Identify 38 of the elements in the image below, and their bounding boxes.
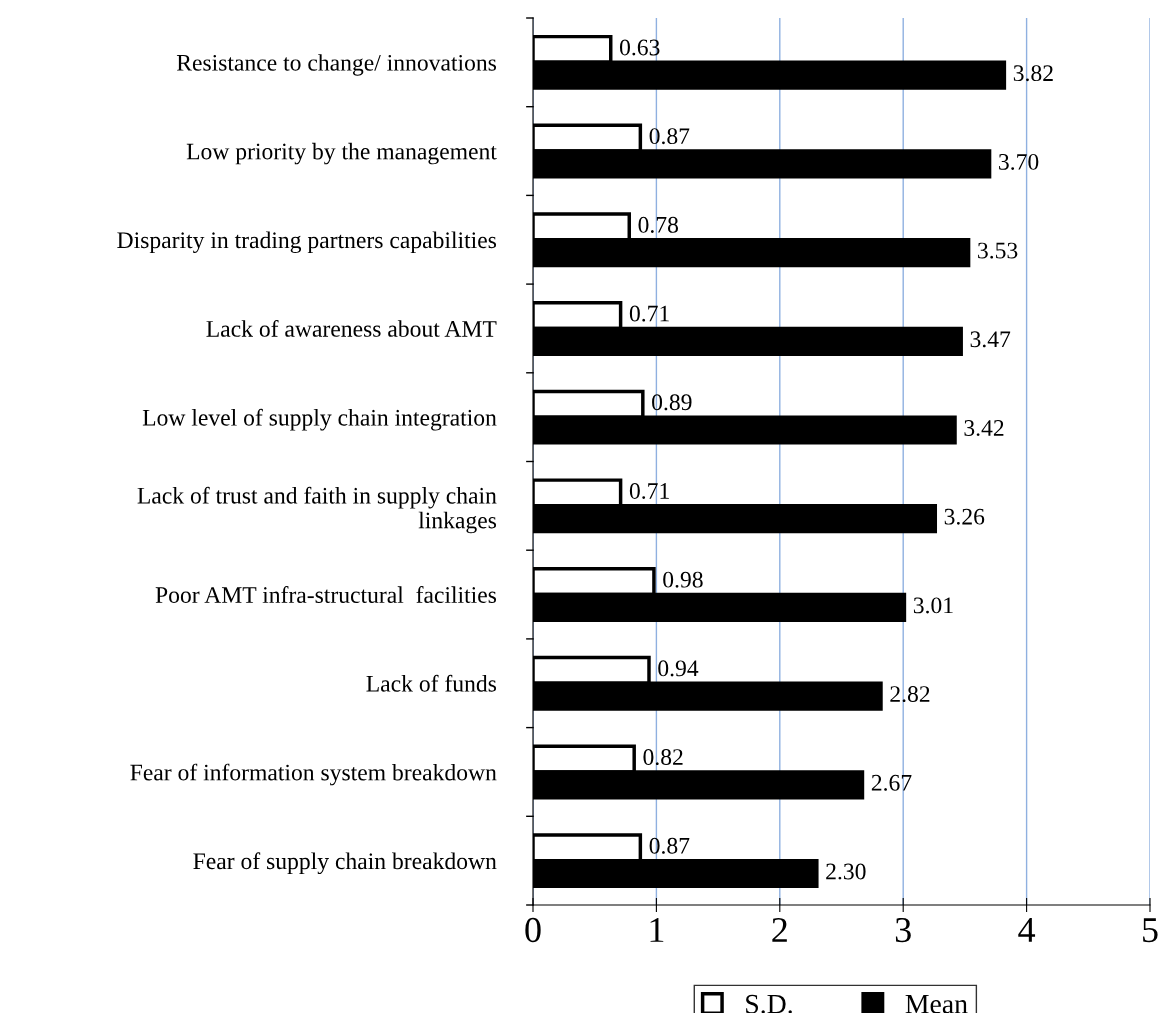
data-label: 2.82 [890,686,930,703]
data-label: 3.82 [1013,65,1053,82]
data-label: 3.26 [944,508,985,525]
y-tick-label: Poor AMT infra-structural facilities [155,586,497,603]
data-label: 0.89 [652,394,692,411]
data-label: 0.78 [638,216,678,233]
legend-label: S.D. [746,994,792,1013]
data-label: 3.70 [999,153,1039,170]
data-label: 0.87 [649,128,690,145]
x-tick-label: 5 [1143,918,1158,943]
legend-label: Mean [905,995,968,1013]
y-tick-label: Low priority by the management [186,142,497,165]
data-label: 0.82 [643,749,683,766]
data-label: 3.47 [970,331,1011,348]
data-label: 3.42 [964,420,1004,437]
data-label: 0.98 [663,571,703,588]
data-label: 0.71 [629,305,669,322]
y-tick-label: Fear of information system breakdown [130,763,497,786]
x-tick-label: 0 [525,917,541,943]
y-tick-label: Lack of trust and faith in supply chain linkages [137,486,497,534]
x-tick-label: 2 [772,917,787,942]
y-tick-label: Lack of awareness about AMT [206,320,497,337]
y-tick-label: Low level of supply chain integration [142,408,497,431]
y-tick-label: Fear of supply chain breakdown [193,852,497,875]
data-label: 0.94 [658,660,699,677]
data-label: 0.71 [629,482,669,499]
y-tick-label: Disparity in trading partners capabilities [117,231,497,254]
data-label: 3.53 [978,242,1018,259]
y-tick-label: Lack of funds [366,674,497,692]
data-label: 2.30 [826,863,866,880]
data-label: 0.87 [649,837,690,854]
data-label: 3.01 [913,597,953,614]
x-tick-label: 4 [1018,918,1036,942]
data-label: 0.63 [619,39,660,56]
x-tick-label: 3 [895,917,911,943]
data-label: 2.67 [871,774,912,791]
y-tick-label: Resistance to change/ innovations [176,54,497,76]
x-tick-label: 1 [650,918,664,942]
